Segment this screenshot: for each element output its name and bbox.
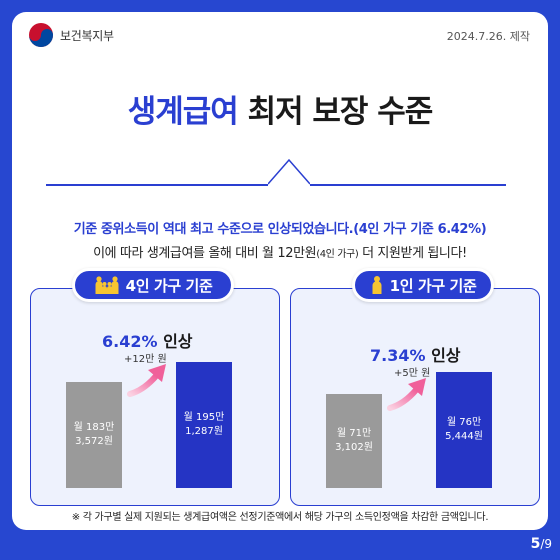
bar-label-line2: 3,102원 bbox=[335, 442, 373, 453]
bar-prev-4-person: 월 183만 3,572원 bbox=[66, 382, 122, 488]
bar-prev-1-person: 월 71만 3,102원 bbox=[326, 394, 382, 488]
org-logo: 보건복지부 bbox=[28, 22, 114, 48]
person-icon bbox=[372, 276, 382, 294]
description-line2-a: 이에 따라 생계급여를 올해 대비 월 12만원 bbox=[93, 246, 317, 261]
page-current: 5 bbox=[530, 536, 541, 552]
title-rest: 최저 보장 수준 bbox=[247, 94, 434, 130]
bar-next-1-person: 월 76만 5,444원 bbox=[436, 372, 492, 488]
rate-pct: 6.42% bbox=[102, 332, 158, 351]
divider-right bbox=[310, 184, 506, 186]
rate-4-person: 6.42% 인상 bbox=[102, 328, 193, 352]
org-name: 보건복지부 bbox=[60, 28, 114, 43]
rate-pct: 7.34% bbox=[370, 346, 426, 365]
description-line2: 이에 따라 생계급여를 올해 대비 월 12만원(4인 가구) 더 지원받게 됩… bbox=[12, 242, 548, 261]
footnote: ※ 각 가구별 실제 지원되는 생계급여액은 선정기준액에서 해당 가구의 소득… bbox=[71, 512, 489, 523]
increase-1-person: +5만 원 bbox=[394, 368, 431, 379]
page-total: /9 bbox=[540, 537, 552, 551]
increase-arrow-icon bbox=[387, 378, 426, 411]
rate-word: 인상 bbox=[425, 346, 461, 365]
bar-label-line1: 월 76만 bbox=[446, 417, 482, 428]
pill-4-person: 4인 가구 기준 bbox=[72, 268, 234, 302]
speech-notch-icon bbox=[268, 158, 310, 185]
page-title: 생계급여 최저 보장 수준 bbox=[12, 86, 548, 131]
bar-label-line2: 5,444원 bbox=[445, 431, 483, 442]
increase-4-person: +12만 원 bbox=[124, 354, 167, 365]
bar-label-line2: 3,572원 bbox=[75, 436, 113, 447]
description-line1: 기준 중위소득이 역대 최고 수준으로 인상되었습니다.(4인 가구 기준 6.… bbox=[12, 218, 548, 237]
description-line2-small: (4인 가구) bbox=[316, 249, 359, 260]
title-highlight: 생계급여 bbox=[127, 94, 239, 130]
bar-label-line1: 월 183만 bbox=[73, 422, 115, 433]
divider-left bbox=[46, 184, 268, 186]
description-main: 기준 중위소득이 역대 최고 수준으로 인상되었습니다. bbox=[73, 222, 354, 237]
bar-label-line1: 월 195만 bbox=[183, 412, 225, 423]
increase-arrow-icon bbox=[127, 364, 166, 397]
description-note: (4인 가구 기준 6.42%) bbox=[353, 222, 487, 237]
bar-label-line1: 월 71만 bbox=[336, 428, 372, 439]
description-line2-b: 더 지원받게 됩니다! bbox=[358, 246, 467, 261]
creation-date: 2024.7.26. 제작 bbox=[446, 30, 530, 43]
family-icon bbox=[95, 276, 119, 294]
card: 보건복지부 2024.7.26. 제작 생계급여 최저 보장 수준 기준 중위소… bbox=[12, 12, 548, 530]
rate-1-person: 7.34% 인상 bbox=[370, 342, 461, 366]
bar-label-line2: 1,287원 bbox=[185, 426, 223, 437]
pill-1-person: 1인 가구 기준 bbox=[352, 268, 494, 302]
taegeuk-logo-icon bbox=[29, 23, 53, 47]
bar-next-4-person: 월 195만 1,287원 bbox=[176, 362, 232, 488]
pill-label: 4인 가구 기준 bbox=[125, 276, 213, 295]
rate-word: 인상 bbox=[157, 332, 193, 351]
page-indicator: 5/9 bbox=[531, 536, 552, 552]
pill-label: 1인 가구 기준 bbox=[389, 276, 477, 295]
